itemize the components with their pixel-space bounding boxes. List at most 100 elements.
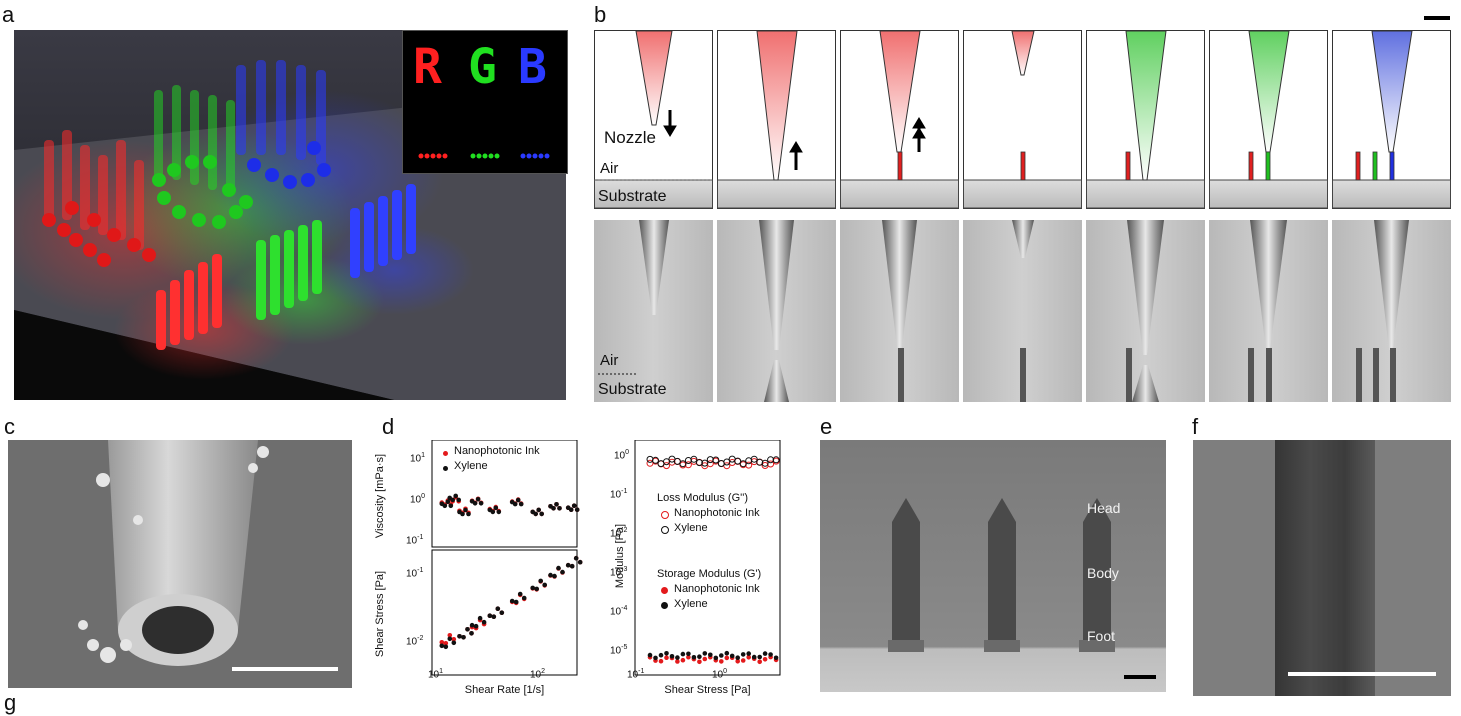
lt-legend-ink: Nanophotonic Ink (454, 445, 540, 457)
viscosity-point (574, 507, 580, 512)
storage-modulus-point (768, 652, 773, 657)
inset-letter-r: R (413, 39, 444, 95)
viscosity-point (460, 511, 465, 517)
stress-point (499, 610, 505, 615)
lt-ytick-m1: 10-1 (406, 534, 424, 547)
viscosity-point (448, 503, 454, 509)
storage-modulus-point (757, 659, 762, 665)
storage-modulus-point (708, 652, 713, 658)
lt-legend-xylene-marker (443, 466, 448, 471)
viscosity-point (557, 506, 562, 511)
lb-xlabel: Shear Rate [1/s] (464, 684, 545, 696)
scale-bar-f (1288, 672, 1436, 676)
r-xtick-m1: 10-1 (627, 668, 645, 681)
r-ytick-m1: 10-1 (610, 488, 628, 501)
r-ytick-m5: 10-5 (610, 644, 628, 657)
stress-point (534, 586, 539, 592)
stress-point (487, 613, 493, 618)
storage-modulus-point (664, 651, 669, 656)
scale-bar-e (1124, 675, 1156, 679)
storage-xylene-marker (661, 602, 668, 609)
loss-ink-label: Nanophotonic Ink (674, 507, 760, 519)
loss-modulus-point (761, 459, 769, 467)
panel-b-schematic (594, 30, 1451, 209)
viscosity-point (568, 507, 574, 512)
stress-point (491, 614, 497, 619)
r-ytick-m4: 10-4 (610, 605, 628, 618)
loss-modulus-title: Loss Modulus (G'') (657, 492, 749, 504)
storage-modulus-point (658, 658, 664, 664)
storage-modulus-point (697, 654, 702, 659)
loss-modulus-point (712, 456, 720, 464)
viscosity-point (445, 499, 451, 505)
panel-e-sem (820, 440, 1166, 692)
loss-modulus-point (679, 460, 687, 468)
lt-ytick-1: 101 (410, 452, 426, 465)
storage-modulus-point (680, 651, 686, 657)
storage-xylene-label: Xylene (674, 598, 708, 610)
panel-label-f: f (1192, 414, 1199, 439)
panel-label-b: b (594, 2, 607, 27)
stress-point (569, 563, 575, 569)
stress-point (538, 578, 543, 584)
storage-modulus-point (746, 651, 751, 656)
viscosity-point (554, 502, 559, 507)
storage-modulus-point (686, 654, 691, 660)
viscosity-point (466, 511, 471, 517)
panel-f-sem (1193, 440, 1451, 696)
storage-modulus-point (751, 654, 757, 660)
storage-modulus-point (697, 659, 702, 665)
viscosity-point (456, 497, 461, 503)
stress-point (477, 615, 483, 621)
storage-modulus-point (729, 653, 735, 659)
storage-modulus-point (702, 656, 708, 662)
storage-modulus-point (773, 655, 779, 661)
viscosity-point (490, 509, 496, 515)
lb-ytick-m1: 10-1 (406, 567, 424, 580)
stress-point (443, 641, 449, 646)
loss-modulus-point (723, 458, 731, 466)
storage-modulus-point (686, 651, 691, 657)
viscosity-point (533, 511, 538, 517)
panel-label-a: a (2, 2, 15, 27)
storage-ink-marker (661, 587, 668, 594)
stress-point (556, 565, 561, 571)
loss-modulus-point (695, 459, 703, 467)
loss-modulus-point (701, 459, 709, 467)
rgb-inset: R G B (402, 30, 568, 174)
storage-modulus-point (762, 657, 768, 662)
stress-point (530, 585, 535, 591)
lt-legend-xylene: Xylene (454, 460, 488, 472)
loss-ink-marker (661, 511, 669, 519)
panel-label-c: c (4, 414, 15, 439)
loss-modulus-point (690, 455, 698, 463)
stress-point (469, 631, 474, 636)
storage-modulus-point (757, 654, 762, 660)
storage-modulus-point (724, 655, 730, 661)
panel-c-sem (8, 440, 352, 688)
viscosity-point (453, 493, 458, 499)
storage-modulus-point (675, 659, 680, 664)
inset-dot-rows (418, 153, 550, 159)
viscosity-point (472, 501, 478, 506)
storage-modulus-point (719, 653, 724, 658)
left-bottom-axes (431, 549, 578, 676)
storage-modulus-point (658, 652, 664, 658)
scale-bar-c (232, 667, 338, 671)
blue-pillar-row (350, 184, 416, 278)
stress-point (439, 640, 445, 645)
stress-point (560, 569, 565, 575)
label-body: Body (1087, 565, 1119, 581)
panel-d-charts (431, 440, 781, 676)
stress-point (509, 598, 515, 604)
viscosity-point (536, 507, 541, 513)
storage-modulus-point (762, 651, 768, 656)
viscosity-point (442, 503, 448, 509)
storage-ink-label: Nanophotonic Ink (674, 583, 760, 595)
viscosity-point (539, 511, 544, 517)
loss-modulus-point (663, 458, 670, 466)
stress-point (447, 633, 453, 638)
stress-point (451, 637, 457, 642)
stress-point (552, 573, 557, 579)
stress-point (451, 640, 457, 646)
